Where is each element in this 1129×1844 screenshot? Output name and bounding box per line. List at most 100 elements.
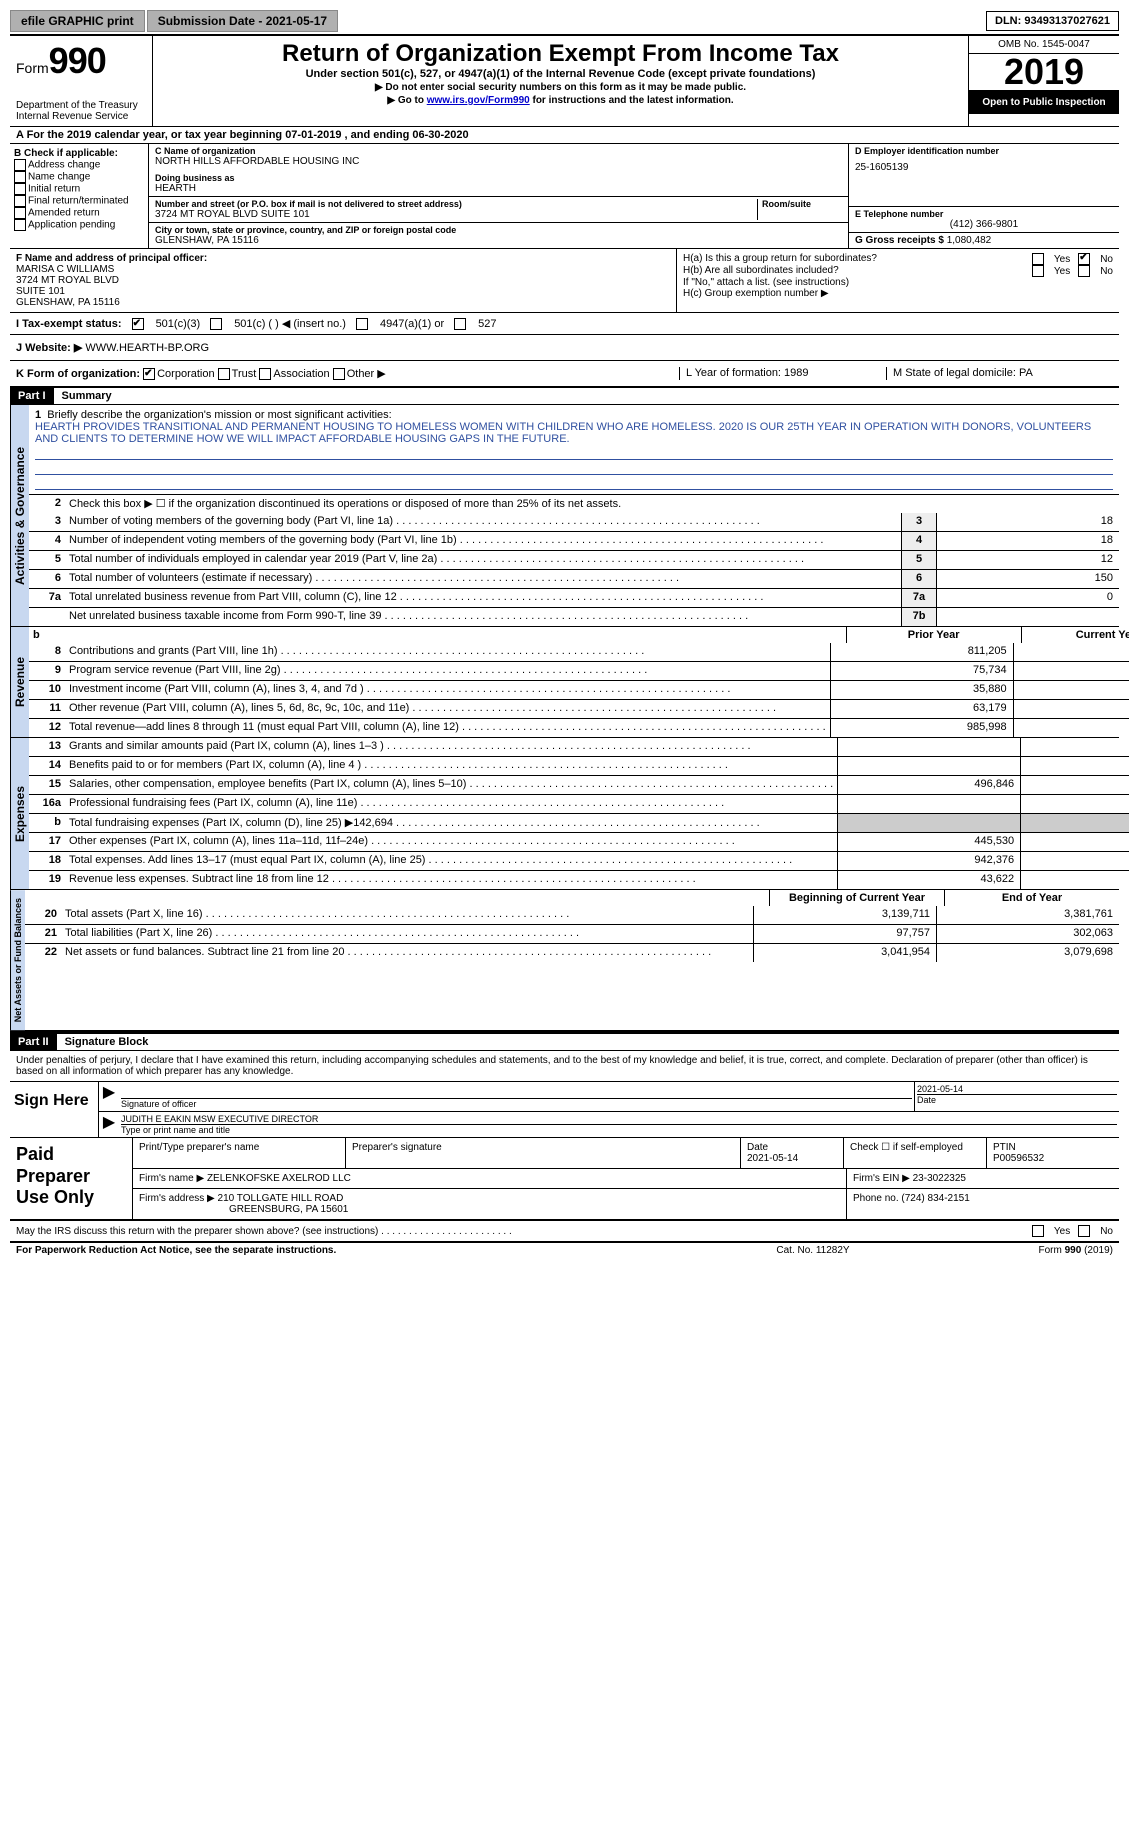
ha-yes-chk[interactable] bbox=[1032, 253, 1044, 265]
m-state-domicile: M State of legal domicile: PA bbox=[886, 367, 1113, 380]
line-num: 22 bbox=[25, 944, 61, 962]
chk-name-change[interactable] bbox=[14, 171, 26, 183]
line-desc: Net assets or fund balances. Subtract li… bbox=[61, 944, 753, 962]
officer-addr1: 3724 MT ROYAL BLVD bbox=[16, 275, 670, 286]
city-label: City or town, state or province, country… bbox=[155, 225, 842, 235]
chk-501c3[interactable] bbox=[132, 318, 144, 330]
j-label: J Website: ▶ bbox=[16, 342, 82, 354]
chk-527[interactable] bbox=[454, 318, 466, 330]
line-row: 10Investment income (Part VIII, column (… bbox=[29, 680, 1129, 699]
current-year-value: 1,032,808 bbox=[1013, 719, 1129, 737]
chk-corporation[interactable] bbox=[143, 368, 155, 380]
room-label: Room/suite bbox=[762, 199, 842, 209]
line-row: 11Other revenue (Part VIII, column (A), … bbox=[29, 699, 1129, 718]
col-c-org-info: C Name of organization NORTH HILLS AFFOR… bbox=[149, 144, 848, 248]
current-year-value: 0 bbox=[1020, 795, 1129, 813]
line-desc: Investment income (Part VIII, column (A)… bbox=[65, 681, 830, 699]
line-row: 7aTotal unrelated business revenue from … bbox=[29, 588, 1119, 607]
line-value: 18 bbox=[936, 532, 1119, 550]
opt-name-change: Name change bbox=[28, 172, 90, 183]
line-desc: Revenue less expenses. Subtract line 18 … bbox=[65, 871, 837, 889]
chk-4947[interactable] bbox=[356, 318, 368, 330]
line-num: 3 bbox=[29, 513, 65, 531]
current-year-value: 541,941 bbox=[1020, 776, 1129, 794]
chk-initial-return[interactable] bbox=[14, 183, 26, 195]
row-a-tax-year: A For the 2019 calendar year, or tax yea… bbox=[10, 127, 1119, 144]
mission-text: HEARTH PROVIDES TRANSITIONAL AND PERMANE… bbox=[35, 421, 1113, 445]
dln-value: DLN: 93493137027621 bbox=[986, 11, 1119, 31]
mission-box: 1 Briefly describe the organization's mi… bbox=[29, 405, 1119, 494]
net-assets-body: Beginning of Current Year End of Year 20… bbox=[25, 890, 1119, 1030]
prior-year-value: 97,757 bbox=[753, 925, 936, 943]
row-fh: F Name and address of principal officer:… bbox=[10, 249, 1119, 313]
row-k-form-org: K Form of organization: Corporation Trus… bbox=[10, 361, 1119, 388]
line-value: 150 bbox=[936, 570, 1119, 588]
line2-num: 2 bbox=[29, 495, 65, 513]
line-box: 5 bbox=[901, 551, 936, 569]
line-desc: Number of independent voting members of … bbox=[65, 532, 901, 550]
prior-year-value bbox=[837, 814, 1020, 832]
sig-date-field: 2021-05-14 Date bbox=[914, 1082, 1119, 1111]
discuss-yes-chk[interactable] bbox=[1032, 1225, 1044, 1237]
line-num: 4 bbox=[29, 532, 65, 550]
current-year-value: 70,107 bbox=[1013, 700, 1129, 718]
chk-address-change[interactable] bbox=[14, 159, 26, 171]
hb-yes-chk[interactable] bbox=[1032, 265, 1044, 277]
prep-sig-label: Preparer's signature bbox=[346, 1138, 741, 1168]
line-num: 7a bbox=[29, 589, 65, 607]
i-label: I Tax-exempt status: bbox=[16, 318, 122, 330]
prep-line-2: Firm's name ▶ ZELENKOFSKE AXELROD LLC Fi… bbox=[133, 1169, 1119, 1189]
line-row: 15Salaries, other compensation, employee… bbox=[29, 775, 1129, 794]
opt-final-return: Final return/terminated bbox=[28, 196, 129, 207]
ha-yesno: Yes No bbox=[1032, 253, 1113, 265]
part1-label: Part I bbox=[10, 388, 54, 404]
current-year-value: 453,123 bbox=[1020, 833, 1129, 851]
chk-501c[interactable] bbox=[210, 318, 222, 330]
form-header: Form990 Department of the Treasury Inter… bbox=[10, 34, 1119, 127]
submission-date-button[interactable]: Submission Date - 2021-05-17 bbox=[147, 10, 338, 32]
sign-here-row: Sign Here ▶ Signature of officer 2021-05… bbox=[10, 1081, 1119, 1137]
expenses-body: 13Grants and similar amounts paid (Part … bbox=[29, 738, 1129, 889]
current-year-value: 995,064 bbox=[1020, 852, 1129, 870]
revenue-body: b Prior Year Current Year 8Contributions… bbox=[29, 627, 1129, 737]
firm-phone-cell: Phone no. (724) 834-2151 bbox=[847, 1189, 1119, 1219]
gross-label: G Gross receipts $ bbox=[855, 235, 944, 246]
discuss-no-chk[interactable] bbox=[1078, 1225, 1090, 1237]
sig-date-label: Date bbox=[917, 1095, 936, 1105]
governance-body: 1 Briefly describe the organization's mi… bbox=[29, 405, 1119, 626]
line-num: 15 bbox=[29, 776, 65, 794]
hb-no-chk[interactable] bbox=[1078, 265, 1090, 277]
current-year-value: 0 bbox=[1020, 757, 1129, 775]
ptin-cell: PTINP00596532 bbox=[987, 1138, 1119, 1168]
chk-application-pending[interactable] bbox=[14, 219, 26, 231]
line-row: 3Number of voting members of the governi… bbox=[29, 513, 1119, 531]
tax-year: 2019 bbox=[969, 54, 1119, 91]
current-year-value bbox=[1020, 814, 1129, 832]
ha-no-chk[interactable] bbox=[1078, 253, 1090, 265]
hb-label: H(b) Are all subordinates included? bbox=[683, 265, 839, 277]
line-desc: Grants and similar amounts paid (Part IX… bbox=[65, 738, 837, 756]
efile-print-button[interactable]: efile GRAPHIC print bbox=[10, 10, 145, 32]
chk-final-return[interactable] bbox=[14, 195, 26, 207]
chk-other[interactable] bbox=[333, 368, 345, 380]
row-i-tax-status: I Tax-exempt status: 501(c)(3) 501(c) ( … bbox=[10, 313, 1119, 335]
line-desc: Total liabilities (Part X, line 26) bbox=[61, 925, 753, 943]
line-desc: Benefits paid to or for members (Part IX… bbox=[65, 757, 837, 775]
chk-association[interactable] bbox=[259, 368, 271, 380]
line-value bbox=[936, 608, 1119, 626]
arrow-icon-2: ▶ bbox=[99, 1112, 119, 1137]
hb-yesno: Yes No bbox=[1032, 265, 1113, 277]
opt-address-change: Address change bbox=[28, 160, 100, 171]
chk-amended-return[interactable] bbox=[14, 207, 26, 219]
prior-year-value: 811,205 bbox=[830, 643, 1013, 661]
irs-gov-link[interactable]: www.irs.gov/Form990 bbox=[427, 95, 530, 106]
irs-label: Internal Revenue Service bbox=[16, 111, 146, 122]
chk-trust[interactable] bbox=[218, 368, 230, 380]
net-col-header: Beginning of Current Year End of Year bbox=[25, 890, 1119, 906]
side-revenue: Revenue bbox=[10, 627, 29, 737]
opt-527: 527 bbox=[478, 318, 496, 330]
form-subtitle: Under section 501(c), 527, or 4947(a)(1)… bbox=[157, 68, 964, 80]
line-box: 7b bbox=[901, 608, 936, 626]
firm-ein-cell: Firm's EIN ▶ 23-3022325 bbox=[847, 1169, 1119, 1188]
discuss-yesno: Yes No bbox=[1032, 1225, 1113, 1237]
